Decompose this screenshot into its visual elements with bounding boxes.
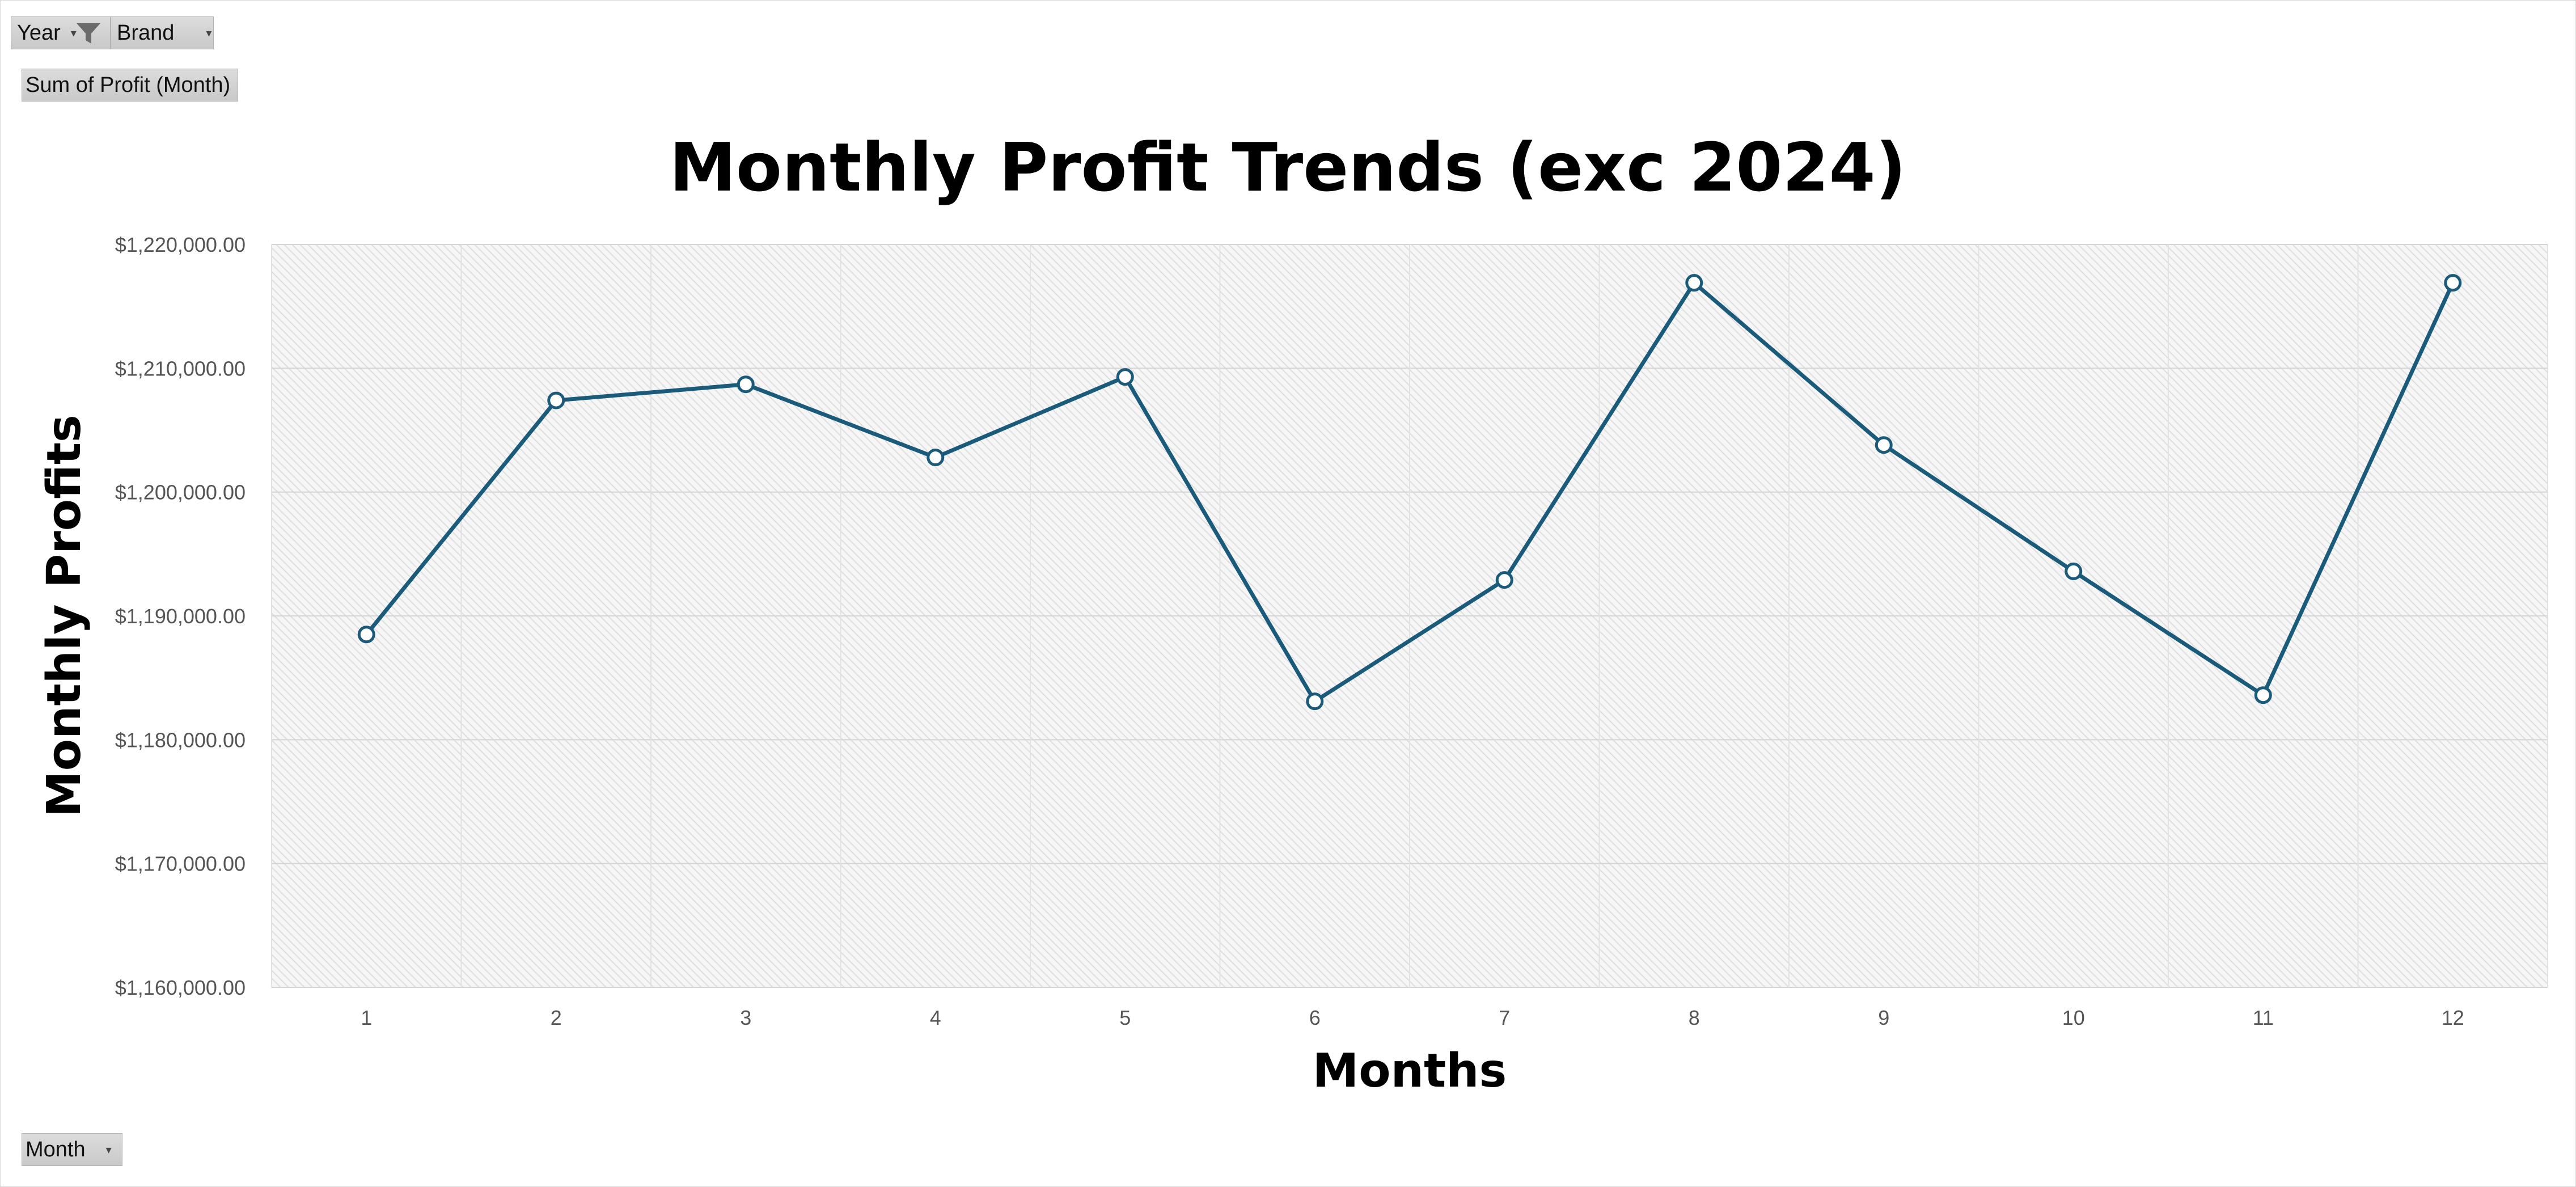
year-filter-button[interactable]: Year ▾ (11, 16, 111, 49)
data-point[interactable] (1306, 692, 1324, 711)
x-tick-label: 9 (1878, 1006, 1889, 1029)
data-point[interactable] (1875, 436, 1893, 454)
data-point[interactable] (927, 449, 945, 467)
dropdown-arrow-icon: ▾ (105, 1143, 112, 1156)
x-axis-title: Months (1313, 1044, 1507, 1098)
x-tick-label: 7 (1499, 1006, 1510, 1029)
data-point[interactable] (2065, 562, 2083, 580)
filter-funnel-icon (77, 23, 100, 44)
y-axis-tick-labels: $1,160,000.00 $1,170,000.00 $1,180,000.00 $… (115, 233, 246, 999)
y-tick-label: $1,200,000.00 (115, 481, 246, 504)
data-point[interactable] (357, 626, 375, 644)
y-tick-label: $1,160,000.00 (115, 976, 246, 999)
measure-field-label: Sum of Profit (Month) (26, 73, 231, 97)
gridlines (271, 244, 2548, 988)
measure-field-button[interactable]: Sum of Profit (Month) (22, 69, 238, 102)
y-tick-label: $1,180,000.00 (115, 728, 246, 751)
x-tick-label: 5 (1119, 1006, 1131, 1029)
y-axis-title: Monthly Profits (37, 415, 91, 817)
data-point[interactable] (2444, 274, 2462, 292)
month-axis-label: Month (26, 1137, 86, 1161)
y-tick-label: $1,190,000.00 (115, 605, 246, 628)
brand-filter-button[interactable]: Brand ▾ (111, 16, 214, 49)
x-tick-label: 1 (361, 1006, 372, 1029)
x-tick-label: 11 (2253, 1006, 2274, 1029)
year-filter-label: Year (17, 20, 61, 45)
chart-title: Monthly Profit Trends (exc 2024) (669, 128, 1906, 206)
data-point[interactable] (2254, 686, 2272, 704)
x-tick-label: 10 (2062, 1006, 2085, 1029)
series-line (365, 281, 2455, 704)
x-tick-label: 6 (1309, 1006, 1321, 1029)
y-tick-label: $1,220,000.00 (115, 233, 246, 256)
x-tick-label: 2 (551, 1006, 562, 1029)
y-tick-label: $1,210,000.00 (115, 357, 246, 380)
month-axis-button[interactable]: Month ▾ (22, 1133, 122, 1166)
data-point[interactable] (737, 375, 755, 394)
data-point[interactable] (1116, 368, 1134, 386)
data-point[interactable] (547, 391, 565, 409)
brand-filter-label: Brand (117, 20, 175, 45)
x-tick-label: 3 (740, 1006, 751, 1029)
x-tick-label: 4 (930, 1006, 941, 1029)
dropdown-arrow-icon: ▾ (70, 27, 77, 40)
x-tick-label: 12 (2442, 1006, 2464, 1029)
data-point[interactable] (1685, 274, 1703, 292)
x-tick-label: 8 (1689, 1006, 1700, 1029)
y-tick-label: $1,170,000.00 (115, 852, 246, 876)
data-point[interactable] (1495, 571, 1513, 589)
x-axis-tick-labels: 1 2 3 4 5 6 7 8 9 10 11 12 (361, 1006, 2464, 1029)
dropdown-arrow-icon: ▾ (206, 27, 212, 40)
profit-series (357, 274, 2462, 711)
